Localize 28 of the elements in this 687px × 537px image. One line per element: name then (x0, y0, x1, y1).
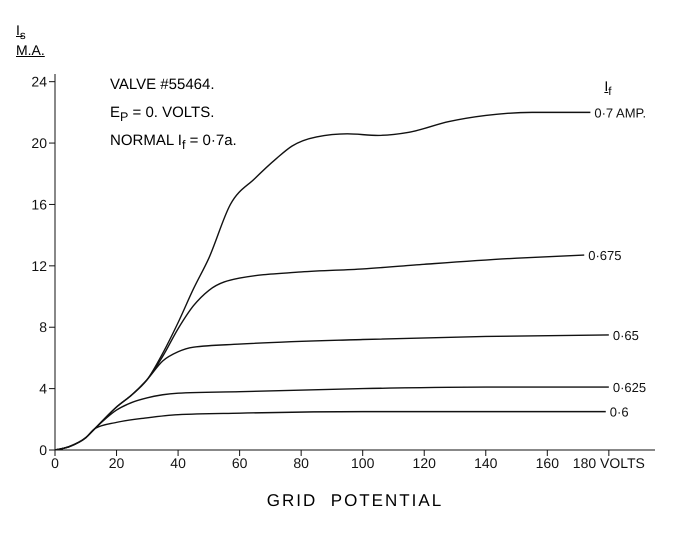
y-tick-label: 16 (31, 196, 48, 212)
annotation: E$_{P}$ = 0. VOLTS. (110, 104, 214, 124)
x-tick-label: 180 VOLTS (572, 454, 645, 471)
annotation: NORMAL I$_{f}$ = 0·7a. (110, 132, 237, 152)
x-tick-label: 120 (412, 454, 436, 471)
y-tick-label: 12 (31, 258, 48, 274)
annotation: VALVE #55464. (110, 76, 215, 93)
series-label: 0·6 (610, 404, 629, 420)
x-tick-label: 0 (51, 454, 60, 471)
x-tick-label: 80 (293, 454, 310, 471)
legend-title: I$_{f}$ (604, 78, 612, 98)
x-tick-label: 40 (170, 454, 186, 471)
y-tick-label: 8 (39, 319, 48, 336)
y-tick-label: 24 (31, 74, 48, 90)
series-label: 0·7 AMP. (594, 105, 646, 120)
series-label: 0·675 (588, 248, 622, 264)
series-label: 0·65 (612, 328, 639, 343)
series-label: 0·625 (612, 380, 646, 396)
y-tick-label: 0 (39, 442, 48, 458)
x-tick-label: 160 (536, 454, 560, 471)
x-tick-label: 20 (108, 454, 125, 471)
y-tick-label: 20 (31, 135, 48, 152)
x-axis-title: GRID POTENTIAL (266, 491, 444, 511)
y-axis-title: I$_{s}$ M.A. (16, 22, 46, 58)
y-tick-label: 4 (39, 380, 48, 397)
x-tick-label: 100 (351, 454, 375, 471)
x-tick-label: 60 (232, 454, 248, 471)
x-tick-label: 140 (474, 454, 498, 471)
